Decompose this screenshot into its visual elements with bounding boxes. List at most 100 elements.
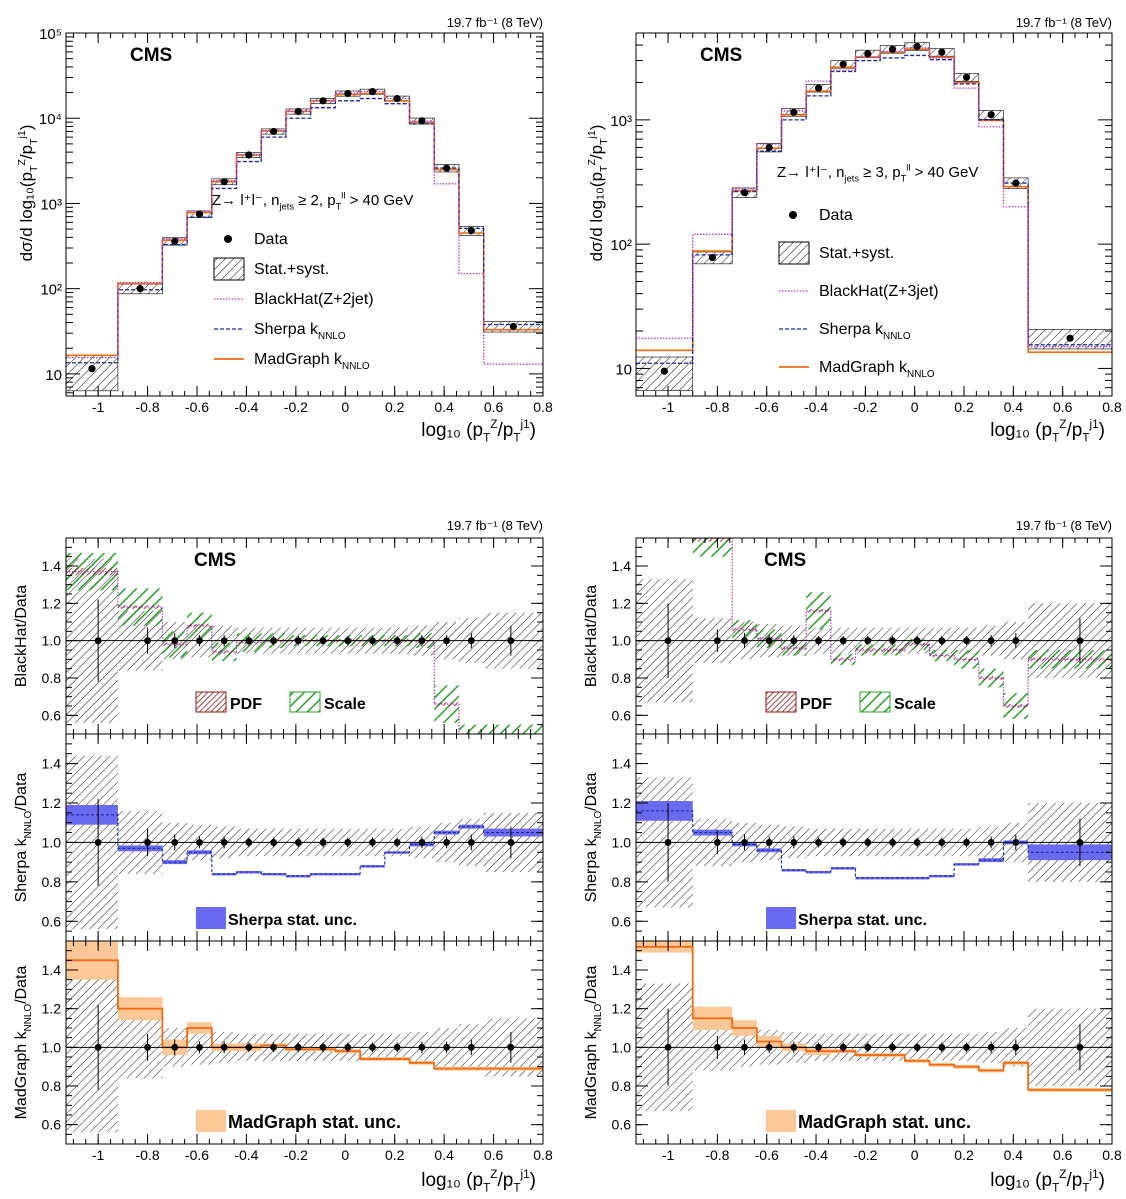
data-point: [369, 1043, 376, 1051]
ratio3-p2-x-tick-label-3: -0.4: [804, 1147, 828, 1163]
lumi-label: 19.7 fb⁻¹ (8 TeV): [447, 518, 543, 533]
legend-syst-swatch: [213, 257, 245, 281]
y-tick-label: 10²: [610, 237, 632, 254]
ratio-panel-2: -1 -0.8 -0.6 -0.4 -0.2 0 0.2 0.4 0.6 0.8 0.6 0.8 1.0…: [583, 940, 1122, 1163]
dist3-x-tick-label-3: -0.4: [804, 399, 828, 415]
series-madgraph-k-nnlo: [636, 48, 1112, 354]
ratio2-p2-x-tick-label-2: -0.6: [185, 1147, 209, 1163]
plot-frame: [65, 32, 544, 397]
sherpa-band-bin: [1028, 844, 1112, 861]
data-point: [418, 1043, 426, 1051]
data-point: [664, 637, 672, 645]
ratio-y-label: BlackHat/Data: [13, 585, 30, 687]
legend-label: Data: [254, 231, 288, 248]
legend-band-swatch: [196, 907, 226, 929]
blackhat-ratio-line: [692, 538, 1112, 707]
cms-label: CMS: [700, 45, 742, 66]
data-point: [245, 839, 253, 846]
dist2-x-tick-label-7: 0.4: [434, 399, 454, 415]
chart-dist2: -1 -0.8 -0.6 -0.4 -0.2 0 0.2 0.4 0.6 0.8 10 10² 10³ 1…: [16, 15, 553, 445]
scale-band-bin: [692, 538, 733, 557]
dist3-x-tick-label-8: 0.6: [1053, 399, 1073, 415]
y-tick-label: 0.8: [612, 874, 632, 890]
scale-band-bin: [458, 724, 484, 734]
pdf-band-bin: [211, 650, 237, 654]
ratio3-p2-x-tick-label-6: 0.2: [954, 1147, 974, 1163]
y-tick-label: 10: [615, 361, 632, 378]
data-point: [94, 637, 102, 645]
data-point: [713, 839, 721, 846]
legend-data-marker: [224, 235, 232, 243]
legend-label: BlackHat(Z+3jet): [819, 283, 939, 300]
legend-label: MadGraph kNNLO​: [254, 351, 370, 372]
y-axis-label: dσ/d log₁₀(pT​Z​/pT​j1​): [16, 125, 40, 262]
dist2-x-tick-label-9: 0.8: [533, 399, 553, 415]
y-tick-label: 0.6: [42, 913, 62, 929]
y-tick-label: 1.4: [42, 756, 62, 772]
data-point: [196, 1043, 203, 1051]
data-point: [938, 637, 946, 645]
y-tick-label: 1.0: [612, 834, 632, 850]
y-tick-label: 10³: [610, 113, 632, 130]
pdf-band-bin: [855, 648, 881, 652]
data-point: [270, 1043, 278, 1051]
ratio-panel-content: [66, 941, 543, 1133]
data-point: [790, 1043, 798, 1051]
dist2-x-tick-label-8: 0.6: [484, 399, 504, 415]
legend-scale-label: Scale: [894, 696, 936, 713]
data-point: [94, 1043, 102, 1051]
y-tick-label: 0.6: [612, 1117, 632, 1133]
pdf-band-bin: [880, 648, 905, 652]
data-point: [913, 42, 921, 51]
ratio-panel-content: [636, 941, 1112, 1112]
data-point: [864, 839, 872, 846]
series-blackhat-z-3jet-: [636, 47, 1112, 348]
y-tick-label: 0.8: [612, 670, 632, 686]
data-point: [344, 89, 352, 98]
sherpa-band-bin: [434, 830, 459, 835]
data-point: [839, 1043, 847, 1051]
series-madgraph-k-nnlo: [66, 92, 543, 357]
madgraph-ratio-line: [636, 945, 1112, 1091]
y-tick-label: 1.4: [612, 756, 632, 772]
x-axis-label: log₁₀ (pT​Z​/pT​j1​): [990, 418, 1105, 445]
pdf-band-bin: [978, 676, 1004, 680]
data-point: [220, 178, 228, 186]
dist3-x-tick-label-7: 0.4: [1004, 399, 1024, 415]
data-point: [245, 637, 253, 645]
data-point: [987, 637, 995, 645]
data-point: [790, 637, 798, 645]
legend-label: BlackHat(Z+2jet): [254, 291, 374, 308]
data-point: [319, 97, 327, 105]
y-tick-label: 1.4: [42, 962, 62, 978]
legend-band-label: MadGraph stat. unc.: [228, 1112, 401, 1132]
data-point: [171, 1043, 179, 1051]
pdf-band-bin: [929, 653, 955, 658]
ratio-panel-1: 0.6 0.8 1.0 1.2 1.4 Sherpa kNNLO​/Data Sherpa …: [583, 733, 1113, 942]
legend-scale-label: Scale: [324, 696, 366, 713]
y-tick-label: 1.2: [612, 1001, 632, 1017]
data-point: [418, 839, 426, 846]
data-point: [815, 637, 822, 645]
data-point: [319, 637, 327, 645]
sherpa-band-bin: [806, 871, 831, 874]
y-tick-label: 10: [45, 367, 62, 384]
data-point: [509, 322, 517, 331]
data-point: [1012, 179, 1020, 187]
data-point: [839, 839, 847, 846]
data-point: [196, 637, 203, 645]
data-point: [1012, 839, 1020, 846]
y-tick-label: 0.6: [42, 707, 62, 723]
data-point: [443, 164, 451, 172]
dist2-x-tick-label-1: -0.8: [135, 399, 159, 415]
data-point: [507, 839, 515, 846]
data-point: [664, 839, 672, 846]
sherpa-band-bin: [236, 871, 262, 874]
pdf-band-bin: [806, 608, 831, 613]
data-point: [294, 839, 302, 846]
x-axis-label: log₁₀ (pT​Z​/pT​j1​): [421, 1168, 536, 1195]
data-point: [418, 117, 426, 125]
data-point: [220, 839, 228, 846]
pdf-band-bin: [66, 567, 118, 576]
